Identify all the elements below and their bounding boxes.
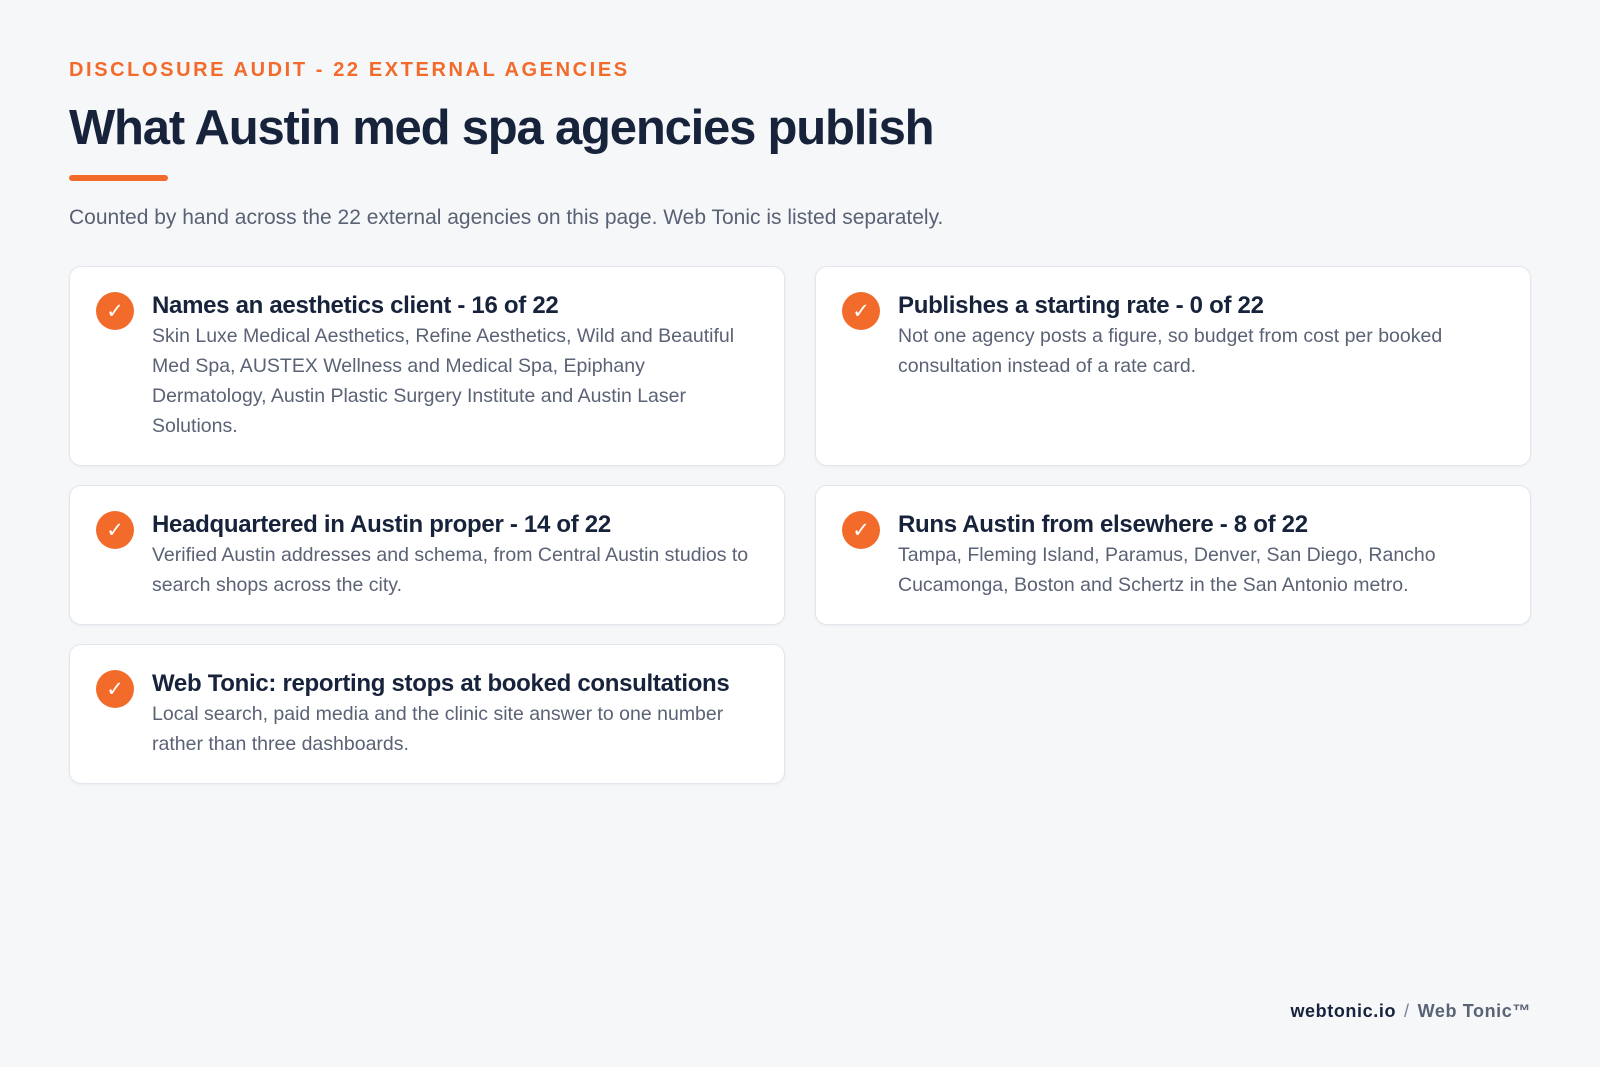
check-icon: ✓: [842, 511, 880, 549]
eyebrow-label: DISCLOSURE AUDIT - 22 EXTERNAL AGENCIES: [69, 59, 630, 81]
footer-separator: /: [1404, 1001, 1410, 1021]
finding-card-web-tonic: ✓ Web Tonic: reporting stops at booked c…: [69, 644, 785, 784]
card-text: Not one agency posts a figure, so budget…: [898, 325, 1443, 377]
finding-card-starting-rate: ✓ Publishes a starting rate - 0 of 22 No…: [815, 266, 1531, 466]
check-icon: ✓: [96, 292, 134, 330]
card-title: Publishes a starting rate - 0 of 22: [898, 292, 1264, 319]
finding-card-headquartered-austin: ✓ Headquartered in Austin proper - 14 of…: [69, 485, 785, 625]
check-icon: ✓: [96, 511, 134, 549]
page: DISCLOSURE AUDIT - 22 EXTERNAL AGENCIES …: [69, 56, 1531, 784]
card-title: Web Tonic: reporting stops at booked con…: [152, 670, 730, 697]
card-text: Verified Austin addresses and schema, fr…: [152, 544, 749, 596]
card-text: Tampa, Fleming Island, Paramus, Denver, …: [898, 544, 1436, 596]
card-title: Headquartered in Austin proper - 14 of 2…: [152, 511, 611, 538]
page-title: What Austin med spa agencies publish: [69, 101, 935, 155]
finding-card-aesthetics-client: ✓ Names an aesthetics client - 16 of 22 …: [69, 266, 785, 466]
finding-card-runs-from-elsewhere: ✓ Runs Austin from elsewhere - 8 of 22 T…: [815, 485, 1531, 625]
check-icon: ✓: [842, 292, 880, 330]
accent-rule: [69, 175, 168, 181]
page-subtitle: Counted by hand across the 22 external a…: [69, 206, 944, 229]
card-text: Local search, paid media and the clinic …: [152, 703, 724, 755]
footer-brand: Web Tonic™: [1417, 1001, 1531, 1021]
check-icon: ✓: [96, 670, 134, 708]
card-text: Skin Luxe Medical Aesthetics, Refine Aes…: [152, 325, 735, 437]
footer-credit: webtonic.io / Web Tonic™: [1290, 999, 1531, 1023]
footer-domain: webtonic.io: [1290, 1001, 1397, 1021]
card-title: Runs Austin from elsewhere - 8 of 22: [898, 511, 1308, 538]
card-title: Names an aesthetics client - 16 of 22: [152, 292, 559, 319]
findings-grid: ✓ Names an aesthetics client - 16 of 22 …: [69, 266, 1531, 784]
